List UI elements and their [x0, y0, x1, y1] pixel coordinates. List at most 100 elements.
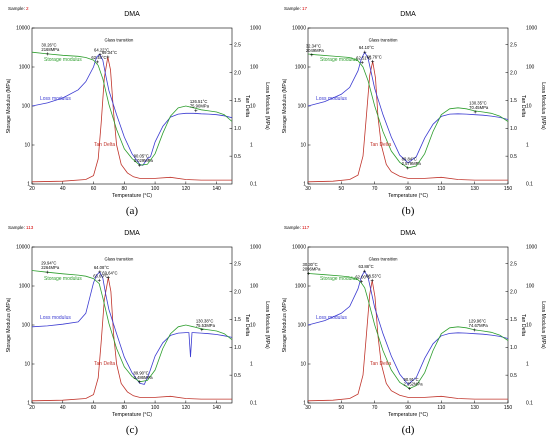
- plot-frame: [31, 246, 233, 404]
- tan-tick-label: 2.5: [510, 261, 517, 267]
- tan-delta-label: Tan Delta: [370, 142, 391, 148]
- left-tick-label: 1000: [19, 65, 30, 71]
- annotation-label: 90.91°C 2.352MPa: [404, 377, 424, 387]
- tan-tick-label: 1.0: [510, 345, 517, 351]
- annotation-label: 126.51°C 75.90MPa: [190, 99, 210, 109]
- annotation-label: 69.64°C: [102, 271, 117, 276]
- sample-number: 17: [302, 6, 308, 11]
- sample-number: 2: [26, 6, 29, 11]
- loss-axis-title: Loss Modulus (MPa): [264, 82, 270, 130]
- annotation-marker: [138, 380, 142, 384]
- annotation-label: Glass transition: [104, 256, 134, 261]
- annotation-marker: [106, 55, 110, 59]
- tan-tick-label: 0.5: [510, 373, 517, 379]
- annotation-marker: [97, 278, 101, 282]
- tan-tick-label: 1.5: [510, 317, 517, 323]
- x-axis-title: Temperature (°C): [388, 412, 428, 418]
- loss-tick-label: 1: [526, 143, 529, 149]
- annotation-label: Glass transition: [369, 256, 399, 261]
- left-tick-label: 1: [303, 182, 306, 188]
- tan-tick-label: 1.5: [234, 317, 241, 323]
- annotation-label: 30.30°C 2096MPa: [303, 262, 322, 272]
- loss-modulus-label: Loss modulus: [40, 315, 71, 321]
- storage-modulus-label: Storage modulus: [44, 276, 82, 282]
- annotation-marker: [370, 278, 374, 282]
- x-tick-label: 120: [182, 186, 191, 192]
- panel-caption: (c): [126, 424, 139, 436]
- annotation-label: 30.26°C 2168MPa: [41, 42, 60, 52]
- loss-tick-label: 10: [526, 323, 532, 329]
- x-tick-label: 40: [60, 405, 66, 411]
- sample-label: Sample:: [284, 6, 301, 11]
- x-tick-label: 90: [405, 186, 411, 192]
- chart-title: DMA: [400, 11, 416, 18]
- sample-number: 113: [26, 225, 34, 230]
- x-tick-label: 110: [437, 405, 445, 411]
- left-axis-title: Storage Modulus (MPa): [282, 78, 288, 133]
- annotation-label: 89.90°C 3.486MPa: [134, 370, 154, 380]
- loss-tick-label: 1000: [526, 26, 537, 32]
- chart-title: DMA: [124, 11, 140, 18]
- annotation-label: 64.08°C: [94, 265, 109, 270]
- annotation-label: 130.38°C 75.53MPa: [196, 318, 216, 328]
- left-tick-label: 100: [22, 104, 31, 110]
- left-tick-label: 10: [300, 143, 306, 149]
- annotation-marker: [360, 61, 364, 65]
- annotation-label: 64.22°C: [94, 47, 109, 52]
- loss-axis-title: Loss Modulus (MPa): [264, 301, 270, 349]
- annotation-marker: [98, 270, 102, 274]
- annotation-label: Glass transition: [369, 37, 399, 42]
- loss-modulus-label: Loss modulus: [40, 96, 71, 102]
- x-axis-title: Temperature (°C): [112, 193, 152, 199]
- dma-panel: Sample: 113 DMA 20 40 60 80 100 120 140 Temperatur…: [6, 225, 270, 436]
- tan-delta-label: Tan Delta: [94, 361, 115, 367]
- annotation-label: 89.84°C 2.579MPa: [402, 156, 422, 166]
- annotation-marker: [95, 60, 99, 64]
- sample-label: Sample:: [284, 225, 301, 230]
- left-axis-title: Storage Modulus (MPa): [6, 297, 12, 352]
- annotation-label: 29.94°C 2264MPa: [41, 261, 60, 271]
- annotation-marker: [473, 328, 477, 332]
- loss-axis-title: Loss Modulus (MPa): [540, 82, 546, 130]
- annotation-marker: [45, 270, 49, 274]
- tan-delta-line: [32, 56, 232, 183]
- x-tick-label: 50: [339, 405, 345, 411]
- loss-modulus-label: Loss modulus: [316, 315, 347, 321]
- tan-tick-label: 2.5: [510, 42, 517, 48]
- loss-modulus-line: [308, 270, 508, 385]
- annotation-marker: [406, 166, 410, 170]
- annotation-marker: [200, 328, 204, 332]
- sample-label: Sample:: [8, 6, 25, 11]
- x-tick-label: 50: [339, 186, 345, 192]
- loss-tick-label: 100: [250, 284, 259, 290]
- loss-tick-label: 0.1: [250, 401, 257, 407]
- loss-tick-label: 1000: [526, 245, 537, 251]
- left-tick-label: 100: [298, 323, 307, 329]
- annotation-label: 90.05°C 3.029MPa: [134, 154, 154, 164]
- loss-tick-label: 0.1: [250, 182, 257, 188]
- loss-tick-label: 1000: [250, 245, 261, 251]
- annotation-label: 130.35°C 70.45MPa: [469, 100, 489, 110]
- x-tick-label: 80: [122, 186, 128, 192]
- sample-label: Sample:: [8, 225, 25, 230]
- left-tick-label: 100: [22, 323, 31, 329]
- annotation-marker: [194, 109, 198, 113]
- x-tick-label: 80: [122, 405, 128, 411]
- left-tick-label: 100: [298, 104, 307, 110]
- tan-tick-label: 1.0: [510, 126, 517, 132]
- annotation-marker: [363, 269, 366, 273]
- tan-tick-label: 1.5: [510, 98, 517, 104]
- storage-modulus-label: Storage modulus: [320, 57, 358, 63]
- loss-tick-label: 1000: [250, 26, 261, 32]
- tan-tick-label: 2.5: [234, 261, 241, 267]
- left-tick-label: 1000: [295, 284, 306, 290]
- loss-tick-label: 10: [250, 323, 256, 329]
- loss-tick-label: 1: [526, 362, 529, 368]
- x-tick-label: 100: [151, 186, 160, 192]
- annotation-marker: [45, 52, 49, 56]
- tan-delta-line: [308, 61, 508, 183]
- x-tick-label: 150: [504, 405, 513, 411]
- tan-tick-label: 0.5: [234, 373, 241, 379]
